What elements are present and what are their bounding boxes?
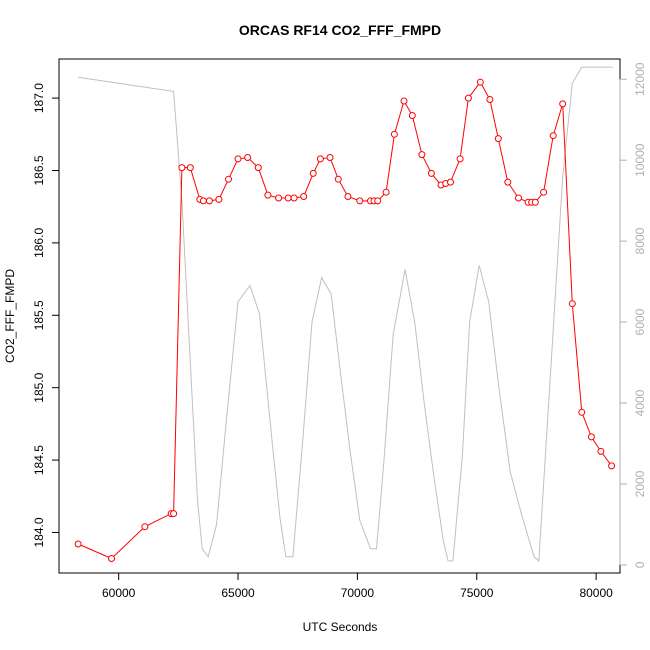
data-point — [597, 447, 605, 455]
data-point — [199, 197, 207, 205]
y-tick-label: 185.5 — [32, 300, 46, 330]
data-point — [587, 433, 595, 441]
y2-tick-label: 6000 — [633, 308, 647, 335]
data-point — [234, 155, 242, 163]
data-point — [108, 555, 115, 562]
data-point — [515, 194, 522, 202]
data-point — [178, 164, 186, 172]
data-point — [456, 155, 464, 163]
data-point — [464, 94, 472, 102]
y-tick-label: 184.0 — [32, 517, 46, 547]
data-point — [309, 169, 317, 177]
y2-tick-label: 0 — [633, 561, 647, 568]
y-tick-label: 185.0 — [32, 372, 46, 402]
data-point — [390, 130, 398, 138]
data-point — [326, 154, 334, 161]
series-red-line — [74, 78, 616, 562]
y-tick-label: 186.5 — [32, 155, 46, 185]
data-point — [568, 300, 576, 308]
data-point — [418, 151, 426, 159]
y-axis-label: CO2_FFF_FMPD — [3, 269, 17, 363]
y-axis-right: 0 2000 4000 6000 8000 10000 12000 — [619, 62, 647, 568]
y-tick-label: 187.0 — [32, 83, 46, 113]
data-point — [344, 193, 352, 200]
data-point — [300, 193, 308, 200]
chart-title: ORCAS RF14 CO2_FFF_FMPD — [239, 22, 441, 38]
series-1-line — [78, 66, 613, 562]
data-point — [374, 197, 382, 205]
x-axis-label: UTC Seconds — [303, 620, 378, 634]
data-point — [205, 197, 213, 205]
x-axis: 60000 65000 70000 75000 80000 — [102, 572, 613, 600]
x-tick-label: 60000 — [102, 586, 136, 600]
data-point — [186, 164, 194, 172]
data-point — [578, 408, 586, 416]
y2-tick-label: 12000 — [633, 62, 647, 96]
data-point — [549, 132, 557, 140]
data-point — [290, 194, 298, 202]
data-point — [170, 510, 178, 518]
data-point — [141, 523, 149, 531]
x-tick-label: 80000 — [579, 586, 613, 600]
data-point — [476, 78, 484, 86]
y2-tick-label: 10000 — [633, 143, 647, 177]
y-tick-label: 186.0 — [32, 228, 46, 258]
data-point — [382, 188, 390, 196]
y2-tick-label: 2000 — [633, 470, 647, 497]
data-point — [531, 198, 539, 206]
data-point — [486, 96, 494, 103]
data-point — [356, 197, 364, 205]
data-point — [447, 178, 454, 186]
data-point — [494, 135, 502, 143]
data-point — [284, 194, 292, 202]
data-point — [427, 169, 435, 177]
x-tick-label: 70000 — [341, 586, 375, 600]
y-tick-label: 184.5 — [32, 445, 46, 475]
x-tick-label: 65000 — [221, 586, 255, 600]
data-point — [74, 540, 82, 548]
data-point — [504, 178, 512, 186]
y2-tick-label: 8000 — [633, 227, 647, 254]
data-point — [225, 175, 232, 183]
data-point — [540, 188, 548, 196]
data-point — [408, 112, 416, 119]
data-point — [400, 97, 408, 105]
data-point — [254, 164, 262, 172]
y2-tick-label: 4000 — [633, 389, 647, 416]
data-point — [264, 191, 272, 199]
data-point — [334, 175, 342, 183]
data-point — [215, 195, 223, 203]
series-grey-line — [78, 66, 613, 562]
data-point — [275, 194, 283, 202]
data-point — [244, 154, 252, 161]
data-point — [316, 155, 324, 163]
data-point — [608, 462, 616, 470]
y-axis-left: 184.0 184.5 185.0 185.5 186.0 186.5 187.0 — [32, 83, 60, 548]
x-tick-label: 75000 — [460, 586, 494, 600]
data-point — [559, 100, 567, 108]
